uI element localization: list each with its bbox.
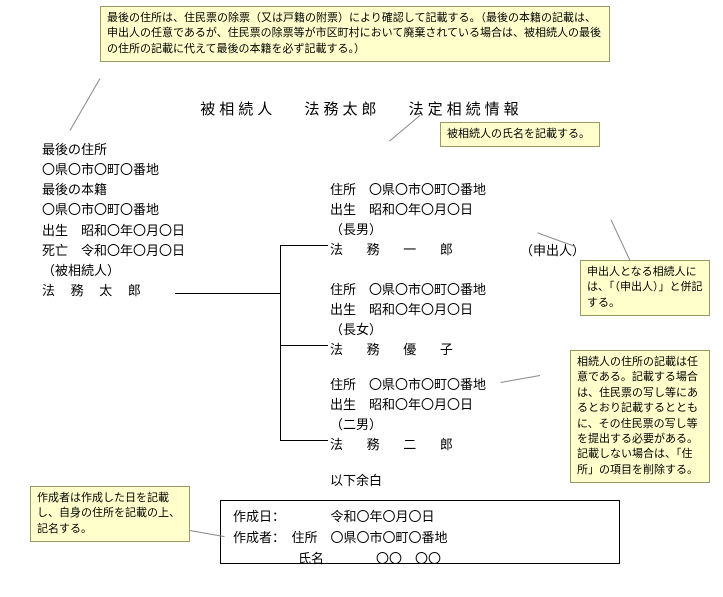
- decedent-honseki: 〇県〇市〇町〇番地: [42, 200, 185, 220]
- creator-box: 作成日： 令和〇年〇月〇日 作成者： 住所 〇県〇市〇町〇番地 氏名 〇〇 〇〇: [220, 500, 620, 564]
- title-decedent-label: 被相続人: [200, 101, 276, 118]
- creator-address-line: 作成者： 住所 〇県〇市〇町〇番地: [233, 528, 607, 549]
- margin-label: 以下余白: [330, 470, 382, 489]
- heir-1-applicant-label: （申出人）: [520, 240, 585, 259]
- heir-2-address: 住所 〇県〇市〇町〇番地: [330, 280, 486, 300]
- pointer-name-note: [389, 115, 420, 141]
- heir-3-birth: 出生 昭和〇年〇月〇日: [330, 395, 486, 415]
- note-decedent-name: 被相続人の氏名を記載する。: [440, 122, 600, 147]
- decedent-last-address-label: 最後の住所: [42, 140, 185, 160]
- decedent-name: 法 務 太 郎: [42, 281, 185, 301]
- heir-3-name: 法 務 二 郎: [330, 435, 486, 455]
- title-decedent-name: 法務太郎: [304, 101, 380, 118]
- decedent-death: 死亡 令和〇年〇月〇日: [42, 241, 185, 261]
- heir-1-relation: （長男）: [330, 220, 486, 240]
- heir-2-birth: 出生 昭和〇年〇月〇日: [330, 300, 486, 320]
- pointer-heir-addr-note: [501, 375, 541, 383]
- note-creator: 作成者は作成した日を記載し、自身の住所を記載の上、記名する。: [30, 486, 190, 542]
- decedent-block: 最後の住所 〇県〇市〇町〇番地 最後の本籍 〇県〇市〇町〇番地 出生 昭和〇年〇…: [42, 140, 185, 301]
- creator-date-line: 作成日： 令和〇年〇月〇日: [233, 507, 607, 528]
- decedent-last-address: 〇県〇市〇町〇番地: [42, 160, 185, 180]
- heir-1-birth: 出生 昭和〇年〇月〇日: [330, 200, 486, 220]
- decedent-label: （被相続人）: [42, 261, 185, 281]
- decedent-honseki-label: 最後の本籍: [42, 180, 185, 200]
- note-heir-address: 相続人の住所の記載は任意である。記載する場合は、住民票の写し等にあるとおり記載す…: [570, 350, 710, 483]
- heir-2-name: 法 務 優 子: [330, 340, 486, 360]
- heir-1-name: 法 務 一 郎: [330, 240, 486, 260]
- heir-3-address: 住所 〇県〇市〇町〇番地: [330, 375, 486, 395]
- pointer-applicant-note-2: [611, 220, 631, 261]
- heir-1-block: 住所 〇県〇市〇町〇番地 出生 昭和〇年〇月〇日 （長男） 法 務 一 郎: [330, 180, 486, 261]
- connector-heir-3: [280, 440, 328, 441]
- connector-heir-1: [280, 245, 328, 246]
- heir-2-block: 住所 〇県〇市〇町〇番地 出生 昭和〇年〇月〇日 （長女） 法 務 優 子: [330, 280, 486, 361]
- title-heading: 法定相続情報: [409, 101, 523, 118]
- heir-3-relation: （二男）: [330, 415, 486, 435]
- connector-heir-2: [280, 345, 328, 346]
- connector-spine: [280, 245, 281, 440]
- heir-3-block: 住所 〇県〇市〇町〇番地 出生 昭和〇年〇月〇日 （二男） 法 務 二 郎: [330, 375, 486, 456]
- document-title: 被相続人 法務太郎 法定相続情報: [0, 98, 723, 119]
- heir-2-relation: （長女）: [330, 320, 486, 340]
- note-last-address: 最後の住所は、住民票の除票（又は戸籍の附票）により確認して記載する。（最後の本籍…: [100, 6, 610, 62]
- creator-name-line: 氏名 〇〇 〇〇: [233, 549, 607, 570]
- connector-trunk: [175, 293, 280, 294]
- note-applicant: 申出人となる相続人には、「（申出人）」と併記する。: [580, 260, 710, 316]
- decedent-birth: 出生 昭和〇年〇月〇日: [42, 221, 185, 241]
- heir-1-address: 住所 〇県〇市〇町〇番地: [330, 180, 486, 200]
